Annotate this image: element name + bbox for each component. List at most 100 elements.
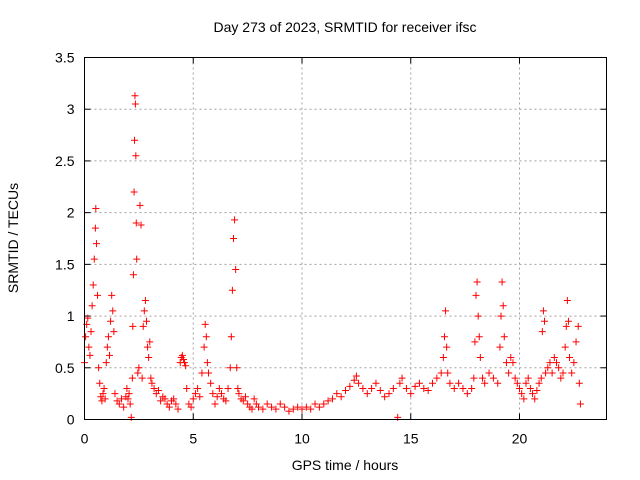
data-point [227, 333, 235, 341]
chart-title: Day 273 of 2023, SRMTID for receiver ifs… [214, 19, 477, 35]
y-tick-label: 0 [67, 412, 75, 428]
data-point [559, 369, 567, 377]
data-point [140, 307, 148, 315]
data-point [268, 403, 276, 411]
data-point [302, 403, 310, 411]
data-point [154, 387, 162, 395]
data-point [95, 364, 103, 372]
data-point [473, 278, 481, 286]
data-point [541, 317, 549, 325]
data-point [222, 397, 230, 405]
data-point [144, 343, 152, 351]
data-point [576, 400, 584, 408]
data-point [471, 338, 479, 346]
data-point [459, 384, 467, 392]
data-point [189, 395, 197, 403]
data-point [516, 384, 523, 392]
data-point [352, 372, 360, 380]
y-tick-label: 1 [67, 308, 75, 324]
data-point [234, 384, 242, 392]
x-tick-label: 0 [81, 431, 89, 447]
data-point [407, 390, 415, 398]
data-point [201, 320, 209, 328]
data-point [211, 400, 219, 408]
data-point [233, 364, 241, 372]
data-point [446, 379, 454, 387]
data-point [132, 219, 140, 227]
x-tick-label: 5 [189, 431, 197, 447]
data-point [115, 400, 123, 408]
data-point [281, 403, 289, 411]
data-point [548, 369, 556, 377]
data-point [102, 359, 110, 367]
data-point [555, 364, 563, 372]
data-point [568, 369, 576, 377]
data-point [117, 395, 125, 403]
data-point [381, 393, 389, 401]
data-point [86, 351, 94, 359]
data-point [132, 152, 140, 160]
data-point [126, 400, 134, 408]
data-point [411, 382, 419, 390]
data-point [550, 353, 558, 361]
data-point [139, 322, 147, 330]
data-point [489, 374, 497, 382]
data-point [509, 359, 517, 367]
data-point [231, 216, 239, 224]
data-point [255, 403, 262, 411]
data-point [148, 379, 156, 387]
data-point [481, 379, 489, 387]
data-point [389, 384, 397, 392]
data-point [544, 364, 552, 372]
data-point [499, 302, 507, 310]
data-point [229, 235, 237, 242]
data-point [91, 224, 99, 232]
data-point [133, 255, 141, 263]
data-point [363, 390, 371, 398]
data-point [455, 379, 463, 387]
data-point [134, 369, 142, 377]
data-point [142, 317, 150, 325]
data-point [100, 384, 108, 392]
data-point [104, 333, 112, 341]
data-point [552, 359, 560, 367]
data-point [200, 343, 208, 351]
data-point [298, 405, 306, 413]
data-point [276, 400, 284, 408]
data-point [289, 405, 297, 413]
data-point [131, 136, 139, 144]
data-point [328, 395, 336, 403]
data-point [82, 333, 90, 341]
data-point [131, 92, 139, 100]
data-point [572, 338, 580, 346]
data-point [218, 390, 226, 398]
data-point [92, 205, 100, 213]
data-point [174, 405, 182, 413]
data-point [372, 379, 380, 387]
data-point [123, 384, 131, 392]
y-tick-label: 3.5 [55, 50, 75, 66]
data-point [320, 400, 328, 408]
data-point [150, 384, 158, 392]
data-point [87, 328, 95, 336]
x-tick-label: 20 [512, 431, 528, 447]
data-point [562, 322, 570, 330]
data-point [172, 400, 180, 408]
data-point [522, 379, 530, 387]
data-point [131, 100, 139, 108]
data-point [138, 374, 146, 382]
data-point [502, 359, 510, 367]
y-tick-label: 0.5 [55, 360, 75, 376]
data-point [226, 364, 234, 372]
data-point [505, 369, 513, 377]
data-point [539, 307, 547, 315]
data-point [443, 343, 451, 351]
y-tick-label: 1.5 [55, 256, 75, 272]
data-point [235, 390, 243, 398]
data-point [146, 338, 154, 346]
data-point [376, 387, 384, 395]
data-point [557, 374, 565, 382]
data-point [535, 379, 543, 387]
data-point [470, 374, 478, 382]
data-point [145, 353, 153, 361]
